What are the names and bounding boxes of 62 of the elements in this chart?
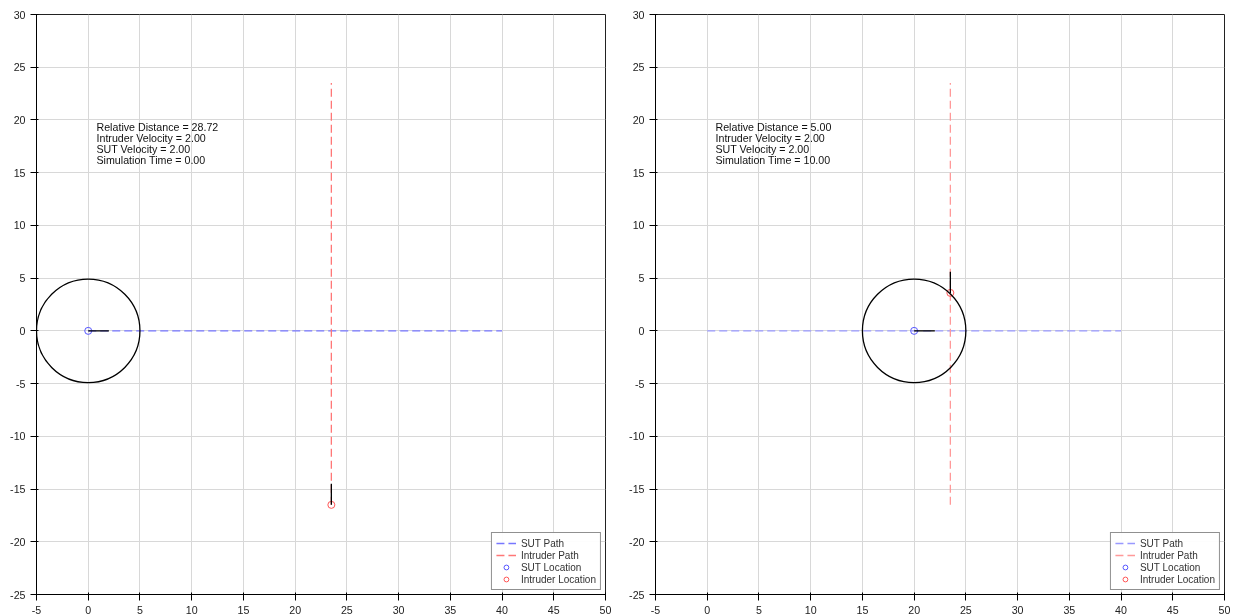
y-tick-label: 5 <box>19 272 26 285</box>
x-tick-label: 10 <box>804 603 817 616</box>
y-tick-label: 20 <box>13 113 26 126</box>
x-tick-label: 20 <box>908 603 921 616</box>
x-tick-label: 35 <box>444 603 457 616</box>
y-tick-label: 30 <box>13 8 26 21</box>
x-tick-label: 35 <box>1063 603 1076 616</box>
y-tick-label: -20 <box>629 535 645 548</box>
y-tick-label: -25 <box>10 588 26 601</box>
y-tick-label: 5 <box>638 272 645 285</box>
annotation: Relative Distance = 5.00 <box>715 120 832 133</box>
x-tick-label: 25 <box>340 603 353 616</box>
annotation: Simulation Time = 0.00 <box>96 153 206 166</box>
y-tick-label: 0 <box>19 324 26 337</box>
y-tick-label: 10 <box>632 219 645 232</box>
x-tick-label: 40 <box>496 603 509 616</box>
annotation: Simulation Time = 10.00 <box>715 153 831 166</box>
y-tick-label: 0 <box>638 324 645 337</box>
legend-label: SUT Location <box>1139 561 1201 573</box>
legend-label: Intruder Location <box>1139 573 1215 585</box>
x-tick-label: 30 <box>392 603 405 616</box>
legend-label: Intruder Path <box>520 549 579 561</box>
x-tick-label: 25 <box>959 603 972 616</box>
x-tick-label: 30 <box>1011 603 1024 616</box>
annotation: Intruder Velocity = 2.00 <box>715 131 825 144</box>
y-tick-label: -25 <box>629 588 645 601</box>
x-tick-label: 15 <box>237 603 250 616</box>
x-tick-label: 40 <box>1115 603 1128 616</box>
y-tick-label: 30 <box>632 8 645 21</box>
y-tick-label: 25 <box>13 61 26 74</box>
x-tick-label: 5 <box>755 603 762 616</box>
x-tick-label: 50 <box>1218 603 1231 616</box>
legend-label: Intruder Path <box>1139 549 1198 561</box>
x-tick-label: 45 <box>547 603 560 616</box>
x-tick-label: 20 <box>289 603 302 616</box>
y-tick-label: 15 <box>632 166 645 179</box>
legend-label: SUT Path <box>1139 537 1184 549</box>
y-tick-label: -20 <box>10 535 26 548</box>
y-tick-label: -15 <box>629 483 645 496</box>
legend-label: SUT Path <box>520 537 565 549</box>
y-tick-label: 10 <box>13 219 26 232</box>
x-tick-label: 10 <box>185 603 198 616</box>
annotation: Intruder Velocity = 2.00 <box>96 131 206 144</box>
x-tick-label: 15 <box>856 603 869 616</box>
legend-label: Intruder Location <box>520 573 596 585</box>
y-tick-label: -15 <box>10 483 26 496</box>
x-tick-label: 45 <box>1166 603 1179 616</box>
y-tick-label: -5 <box>16 377 26 390</box>
x-tick-label: -5 <box>31 603 42 616</box>
y-tick-label: 15 <box>13 166 26 179</box>
legend-label: SUT Location <box>520 561 582 573</box>
x-tick-label: 50 <box>599 603 612 616</box>
y-tick-label: -5 <box>635 377 645 390</box>
y-tick-label: -10 <box>10 430 26 443</box>
x-tick-label: 5 <box>136 603 143 616</box>
y-tick-label: -10 <box>629 430 645 443</box>
y-tick-label: 20 <box>632 113 645 126</box>
x-tick-label: 0 <box>704 603 711 616</box>
x-tick-label: 0 <box>85 603 92 616</box>
y-tick-label: 25 <box>632 61 645 74</box>
annotation: Relative Distance = 28.72 <box>96 120 219 133</box>
x-tick-label: -5 <box>650 603 661 616</box>
